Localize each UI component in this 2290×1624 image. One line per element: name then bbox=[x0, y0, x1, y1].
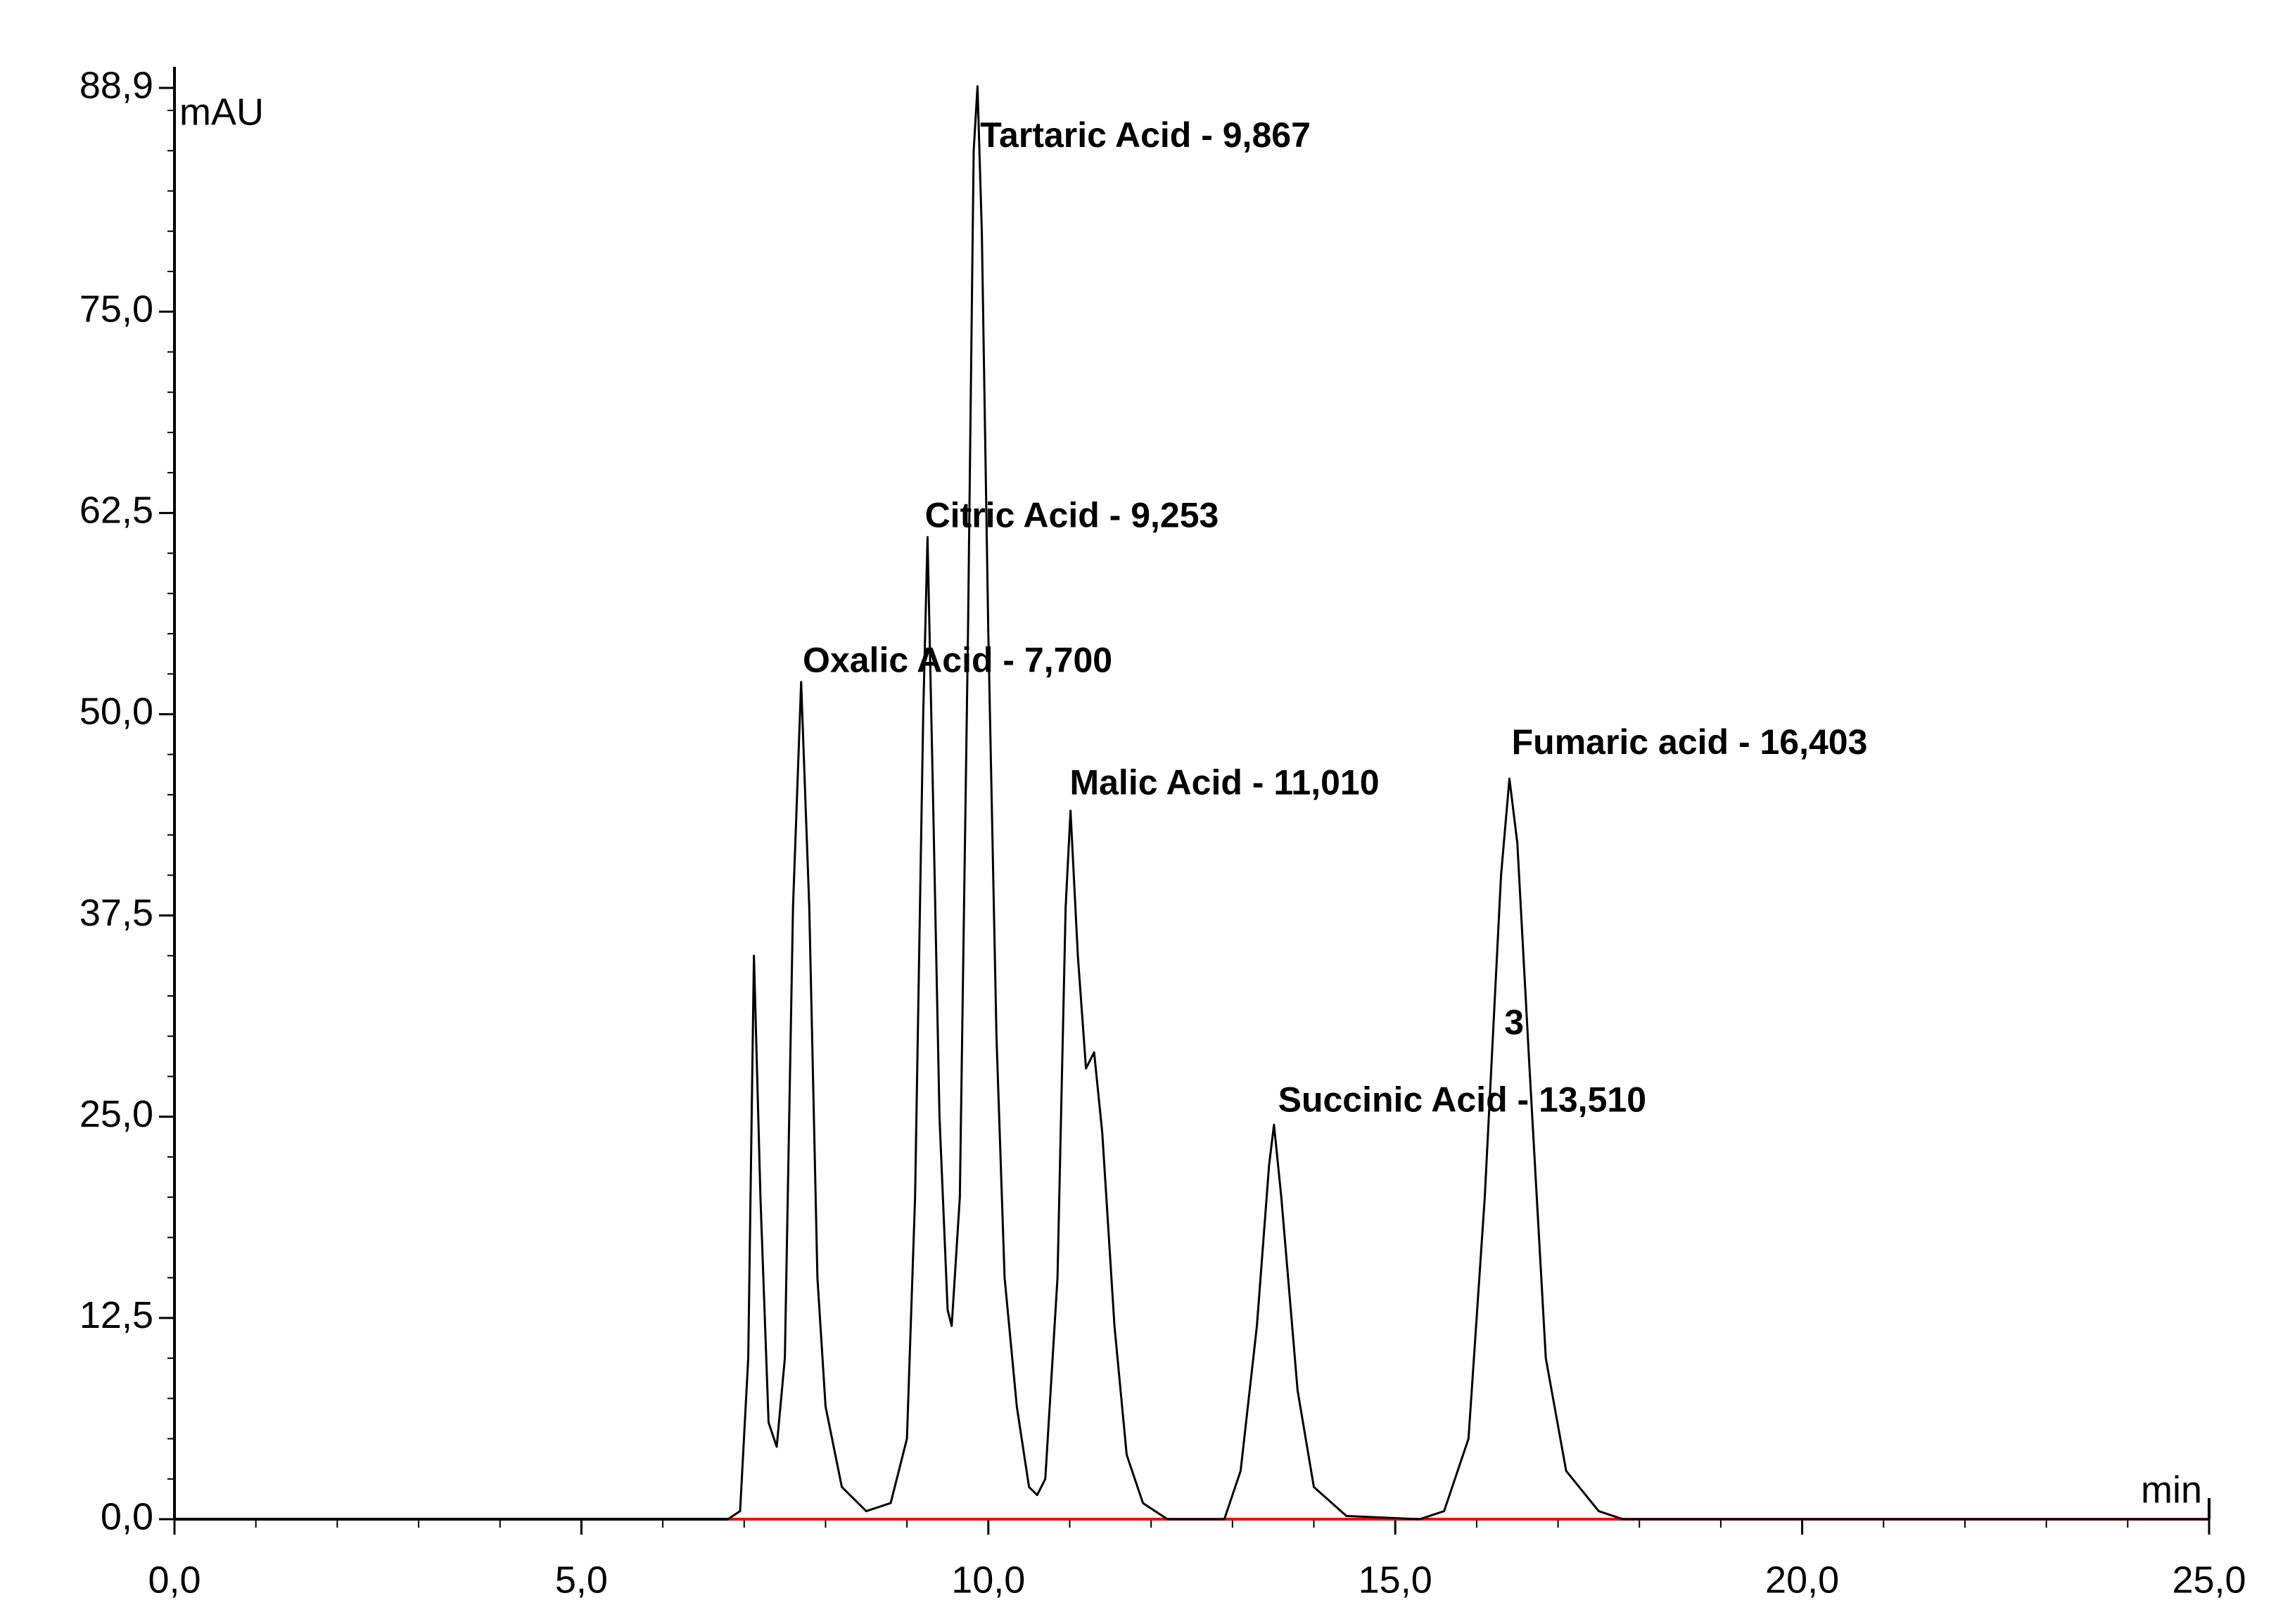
y-tick-label: 37,5 bbox=[79, 892, 153, 934]
x-tick-label: 25,0 bbox=[2172, 1559, 2246, 1601]
y-tick-label: 62,5 bbox=[79, 490, 153, 532]
x-tick-label: 20,0 bbox=[1765, 1559, 1839, 1601]
peak-label: Citric Acid - 9,253 bbox=[925, 495, 1219, 535]
peak-label: 3 bbox=[1504, 1002, 1524, 1042]
y-tick-label: 88,9 bbox=[79, 64, 153, 106]
y-tick-label: 75,0 bbox=[79, 288, 153, 330]
y-tick-label: 0,0 bbox=[101, 1495, 153, 1537]
x-tick-label: 10,0 bbox=[951, 1559, 1025, 1601]
x-tick-label: 5,0 bbox=[555, 1559, 608, 1601]
peak-label: Succinic Acid - 13,510 bbox=[1278, 1080, 1646, 1119]
x-tick-label: 15,0 bbox=[1359, 1559, 1432, 1601]
x-axis-label: min bbox=[2141, 1469, 2202, 1511]
y-tick-label: 12,5 bbox=[79, 1294, 153, 1336]
y-axis-label: mAU bbox=[179, 91, 264, 133]
trace bbox=[174, 85, 2209, 1521]
x-tick-label: 0,0 bbox=[148, 1559, 201, 1601]
y-tick-label: 50,0 bbox=[79, 691, 153, 733]
y-tick-label: 25,0 bbox=[79, 1093, 153, 1135]
peak-label: Fumaric acid - 16,403 bbox=[1512, 722, 1868, 762]
peak-label: Oxalic Acid - 7,700 bbox=[803, 640, 1112, 679]
peak-label: Tartaric Acid - 9,867 bbox=[980, 115, 1311, 155]
peak-label: Malic Acid - 11,010 bbox=[1069, 762, 1379, 802]
